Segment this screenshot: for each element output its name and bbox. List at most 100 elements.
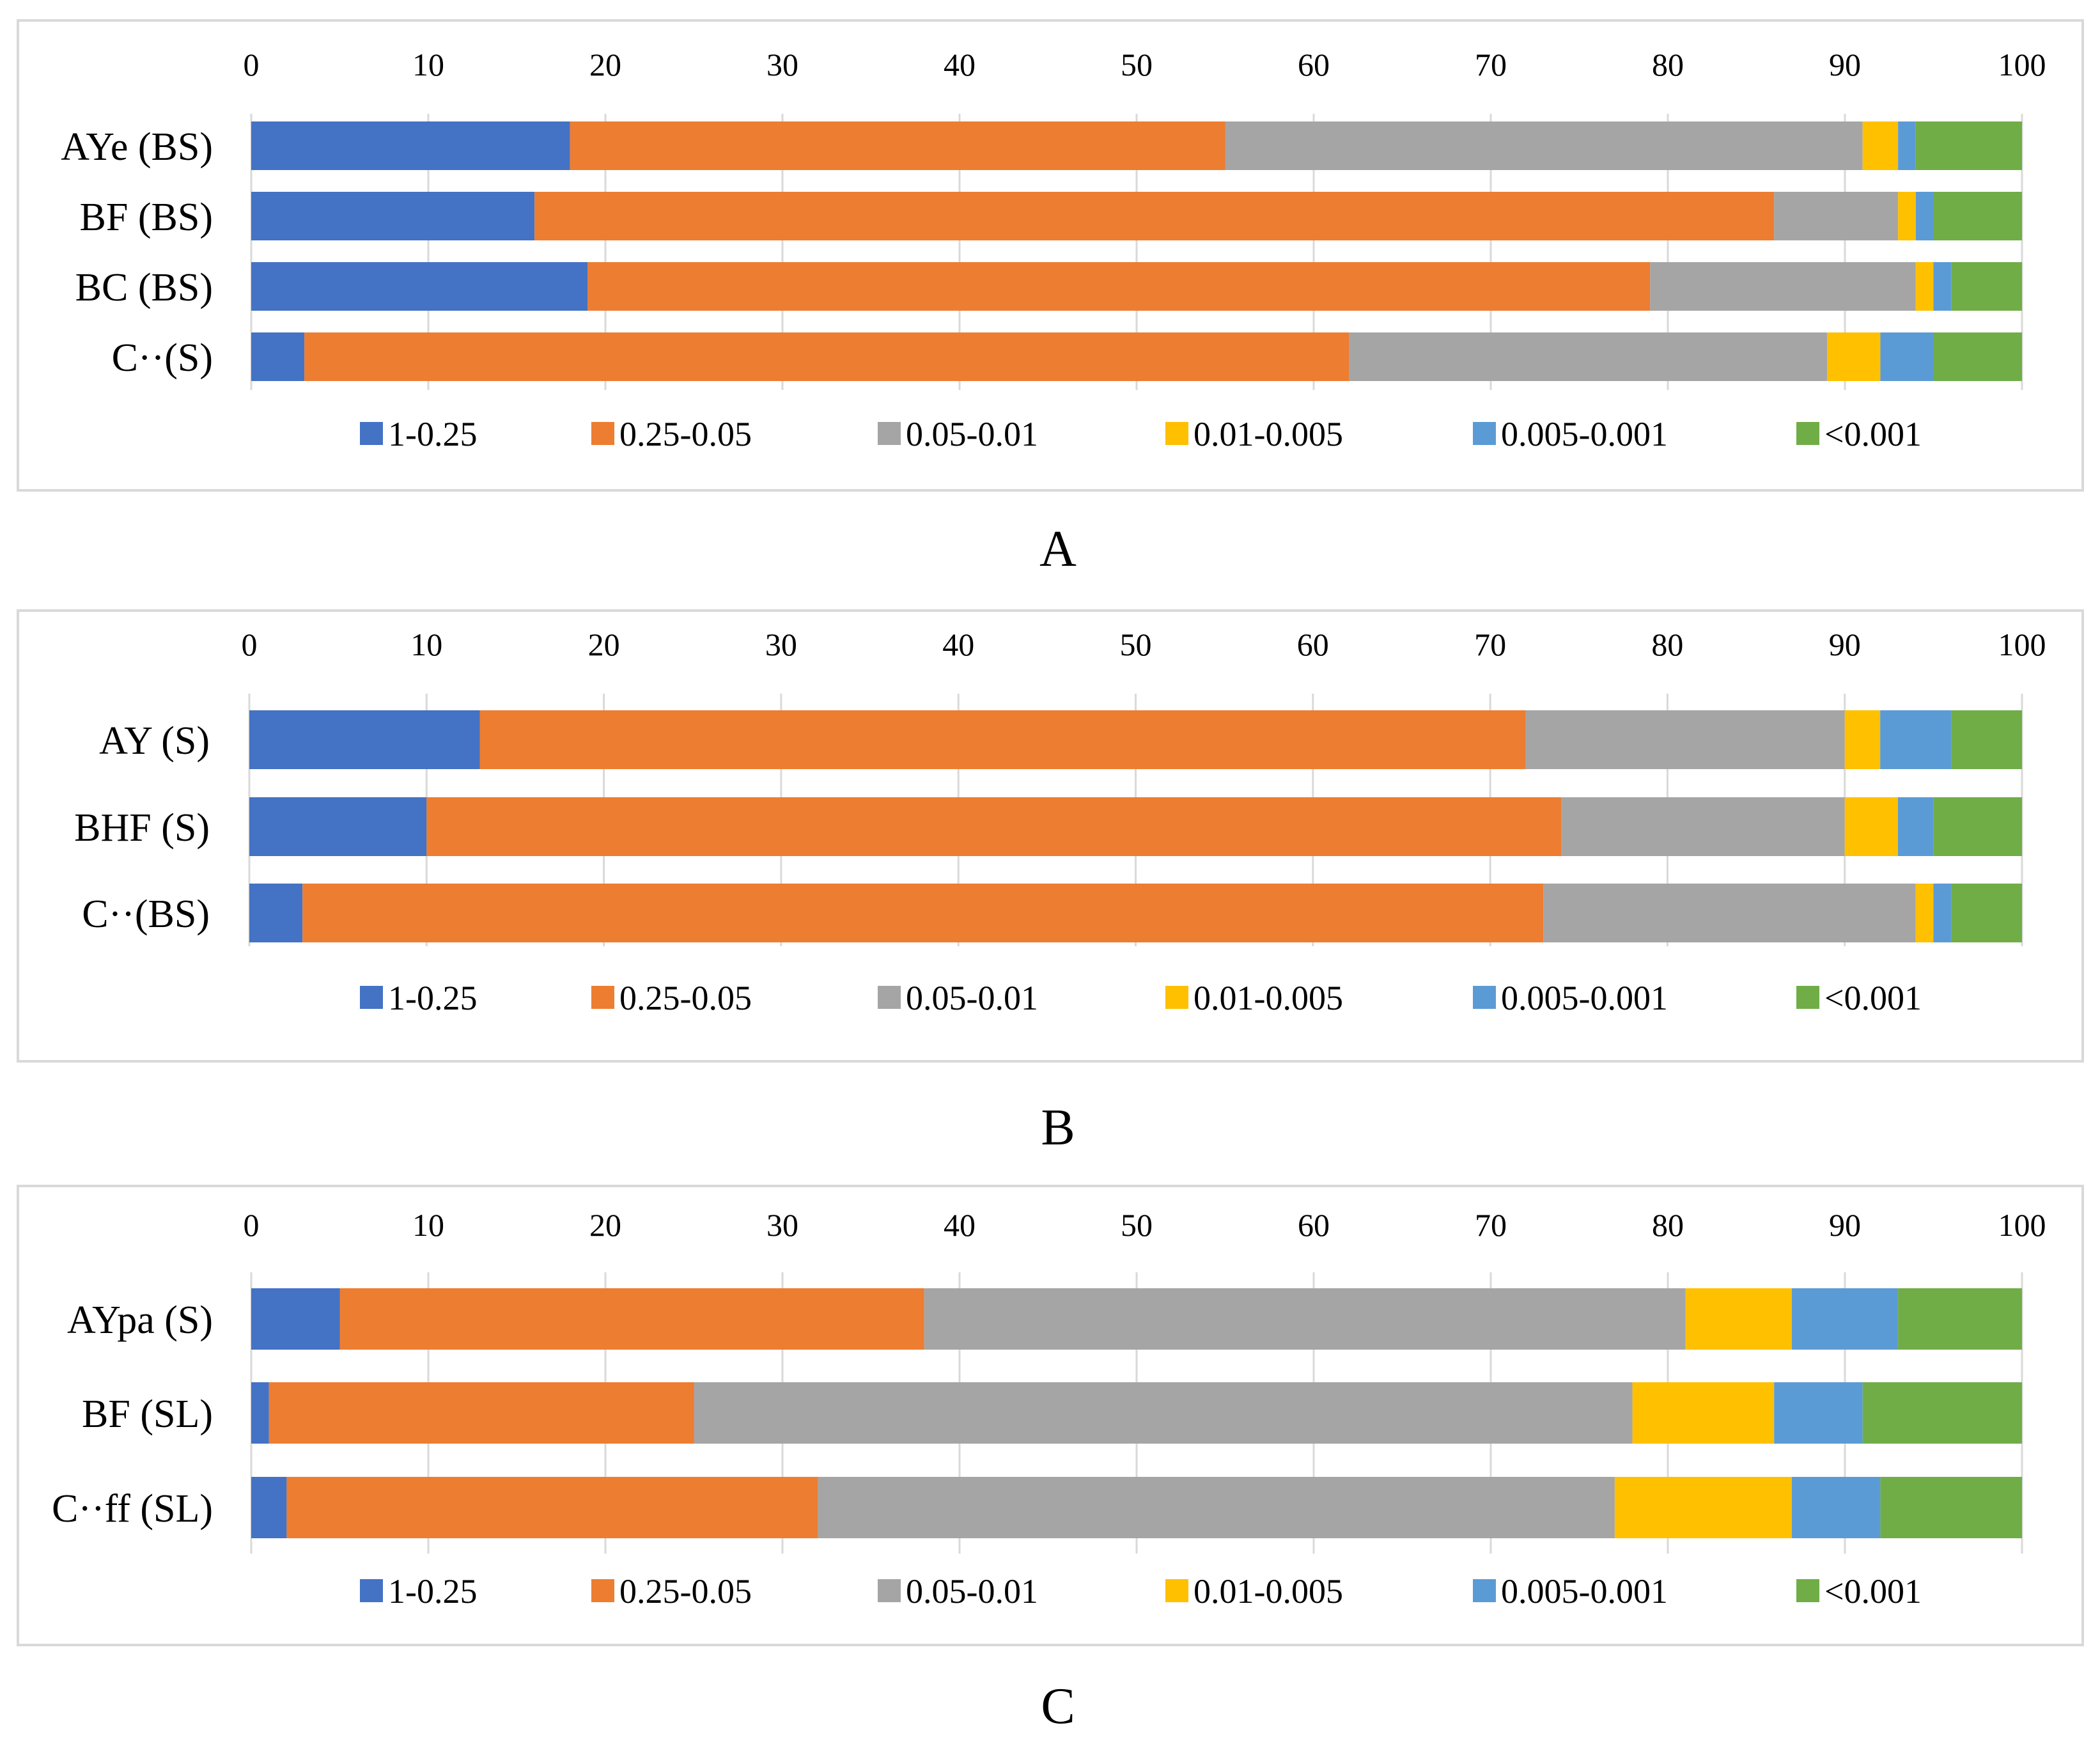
legend-label: 0.05-0.01 bbox=[906, 1572, 1038, 1610]
x-tick-label: 100 bbox=[1998, 47, 2046, 82]
legend-label: 0.01-0.005 bbox=[1194, 979, 1343, 1017]
bar-segment bbox=[587, 262, 1651, 311]
bar-segment bbox=[286, 1477, 818, 1538]
bar-segment bbox=[1844, 797, 1898, 856]
x-tick-label: 50 bbox=[1121, 47, 1153, 82]
x-tick-label: 70 bbox=[1475, 1207, 1507, 1243]
x-tick-label: 0 bbox=[244, 1207, 260, 1243]
legend-swatch bbox=[591, 1579, 614, 1602]
legend-label: 1-0.25 bbox=[388, 415, 477, 453]
bar-segment bbox=[1915, 884, 1934, 942]
bar-segment bbox=[1862, 121, 1899, 170]
panel-letter: A bbox=[1039, 521, 1077, 577]
bar-segment bbox=[339, 1288, 924, 1350]
x-tick-label: 60 bbox=[1298, 47, 1330, 82]
legend-label: 1-0.25 bbox=[388, 1572, 477, 1610]
legend-label: 0.01-0.005 bbox=[1194, 415, 1343, 453]
bar-segment bbox=[1951, 262, 2022, 311]
x-tick-label: 30 bbox=[766, 1207, 798, 1243]
x-tick-label: 10 bbox=[412, 1207, 444, 1243]
legend-swatch bbox=[1796, 986, 1819, 1009]
chart-panel-b: 0 10 20 30 40 50 60 70 80 90 100 AY (S) BHF (S) C··(B… bbox=[17, 609, 2084, 1156]
panel-letter: B bbox=[1041, 1100, 1075, 1156]
x-tick-label: 10 bbox=[410, 627, 442, 662]
legend-swatch bbox=[360, 1579, 383, 1602]
legend-swatch bbox=[1165, 422, 1188, 445]
x-tick-label: 30 bbox=[765, 627, 797, 662]
bar-segment bbox=[249, 710, 480, 769]
bar-segment bbox=[249, 797, 427, 856]
bar-segment bbox=[1898, 192, 1916, 240]
bar-segment bbox=[1951, 884, 2022, 942]
bar-segment bbox=[1933, 192, 2022, 240]
legend-swatch bbox=[1165, 986, 1188, 1009]
category-label: C··ff (SL) bbox=[52, 1487, 213, 1531]
x-tick-label: 80 bbox=[1651, 627, 1683, 662]
bar-segment bbox=[1827, 332, 1881, 381]
bar-segment bbox=[1915, 192, 1934, 240]
legend-label: 0.25-0.05 bbox=[619, 979, 752, 1017]
x-tick-label: 0 bbox=[244, 47, 260, 82]
bar-segment bbox=[534, 192, 1775, 240]
legend-swatch bbox=[1473, 1579, 1496, 1602]
bar-segment bbox=[1791, 1477, 1881, 1538]
category-label: BF (SL) bbox=[82, 1392, 213, 1436]
x-tick-label: 40 bbox=[942, 627, 974, 662]
bar-segment bbox=[1862, 1382, 2022, 1444]
bar-segment bbox=[479, 710, 1526, 769]
bar-segment bbox=[1650, 262, 1916, 311]
category-label: C··(S) bbox=[112, 336, 213, 380]
legend-label: <0.001 bbox=[1824, 1572, 1922, 1610]
bar-segment bbox=[1897, 797, 1934, 856]
bar-segment bbox=[251, 1382, 269, 1444]
bar-segment bbox=[249, 884, 303, 942]
x-tick-label: 40 bbox=[944, 47, 976, 82]
bar-segment bbox=[1933, 262, 1952, 311]
x-tick-label: 70 bbox=[1474, 627, 1506, 662]
legend-swatch bbox=[1473, 422, 1496, 445]
category-label: BF (BS) bbox=[80, 196, 213, 239]
bar-segment bbox=[426, 797, 1562, 856]
category-label: C··(BS) bbox=[82, 893, 210, 936]
legend-swatch bbox=[1165, 1579, 1188, 1602]
legend-swatch bbox=[878, 1579, 901, 1602]
bar-segment bbox=[251, 262, 588, 311]
bar-segment bbox=[1933, 884, 1952, 942]
bar-segment bbox=[1561, 797, 1845, 856]
x-tick-label: 20 bbox=[589, 47, 621, 82]
bar-segment bbox=[1915, 121, 2022, 170]
bar-segment bbox=[1898, 1288, 2022, 1350]
bar-segment bbox=[302, 884, 1544, 942]
bar-segment bbox=[1225, 121, 1863, 170]
panel-letter: C bbox=[1041, 1678, 1075, 1735]
x-tick-label: 100 bbox=[1998, 627, 2046, 662]
legend-swatch bbox=[1796, 1579, 1819, 1602]
legend-label: 0.25-0.05 bbox=[619, 415, 752, 453]
legend-label: <0.001 bbox=[1824, 415, 1922, 453]
x-tick-label: 60 bbox=[1297, 627, 1329, 662]
x-tick-label: 60 bbox=[1298, 1207, 1330, 1243]
x-tick-label: 80 bbox=[1652, 1207, 1684, 1243]
bar-segment bbox=[304, 332, 1349, 381]
legend-swatch bbox=[878, 986, 901, 1009]
legend-label: 0.05-0.01 bbox=[906, 979, 1038, 1017]
bar-segment bbox=[251, 1288, 340, 1350]
legend-swatch bbox=[1473, 986, 1496, 1009]
bar-segment bbox=[1685, 1288, 1792, 1350]
x-tick-label: 70 bbox=[1475, 47, 1507, 82]
legend-label: 0.05-0.01 bbox=[906, 415, 1038, 453]
bar-segment bbox=[1880, 1477, 2022, 1538]
category-label: AYpa (S) bbox=[67, 1298, 213, 1342]
bar-segment bbox=[268, 1382, 694, 1444]
x-tick-label: 40 bbox=[944, 1207, 976, 1243]
category-label: AYe (BS) bbox=[61, 125, 213, 169]
chart-panel-c: 0 10 20 30 40 50 60 70 80 90 100 AYpa (S) BF (SL) C··… bbox=[17, 1185, 2084, 1735]
x-tick-label: 90 bbox=[1829, 627, 1861, 662]
category-label: BHF (S) bbox=[74, 806, 210, 850]
category-label: AY (S) bbox=[99, 719, 210, 763]
x-tick-label: 100 bbox=[1998, 1207, 2046, 1243]
bar-segment bbox=[1844, 710, 1881, 769]
bar-segment bbox=[570, 121, 1225, 170]
chart-frame bbox=[17, 19, 2084, 492]
